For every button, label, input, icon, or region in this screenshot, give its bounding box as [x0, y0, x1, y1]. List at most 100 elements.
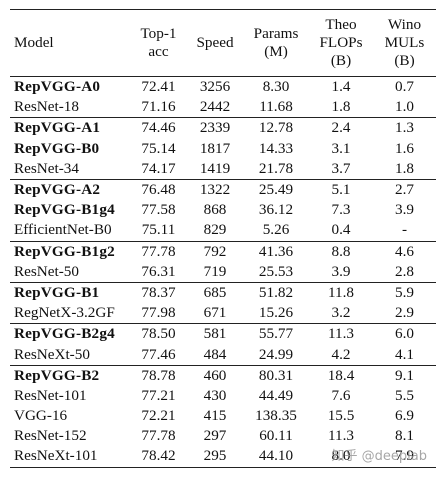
cell-speed: 581 — [187, 323, 243, 345]
cell-top1: 76.48 — [130, 178, 187, 201]
cell-params: 60.11 — [259, 427, 293, 445]
cell-params: 51.82 — [243, 281, 309, 304]
cell-params: 12.78 — [243, 117, 309, 139]
cell-flops: 11.8 — [309, 281, 373, 304]
header-mul-line2: MULs — [384, 34, 425, 51]
header-mul-line3: (B) — [394, 52, 415, 69]
cell-model: ResNet-34 — [14, 159, 79, 177]
header-top1: Top-1 acc — [130, 10, 187, 77]
cell-flops: 8.8 — [309, 240, 373, 262]
cell-params: 80.31 — [243, 364, 309, 386]
cell-flops: 11.3 — [309, 323, 373, 345]
header-top1-line2: acc — [148, 43, 169, 60]
table-row: RepVGG-B2 78.78 460 80.31 18.4 9.1 — [10, 364, 436, 386]
table-row: ResNet-50 76.31 719 25.53 3.9 2.8 — [10, 262, 436, 283]
cell-mul: 5.9 — [373, 281, 436, 304]
cell-mul: 2.9 — [395, 304, 414, 322]
table-row: RepVGG-A0 72.41 3256 8.30 1.4 0.7 — [10, 77, 436, 98]
cell-top1: 76.31 — [141, 262, 176, 280]
cell-flops: 18.4 — [309, 364, 373, 386]
cell-params: 41.36 — [243, 240, 309, 262]
cell-speed: 460 — [187, 364, 243, 386]
cell-speed: 295 — [187, 446, 243, 468]
cell-model: VGG-16 — [14, 407, 68, 425]
cell-model: RegNetX-3.2GF — [14, 304, 115, 322]
header-params: Params (M) — [243, 10, 309, 77]
cell-top1: 74.17 — [141, 159, 176, 177]
comparison-table-container: Model Top-1 acc Speed Params (M) Theo FL… — [10, 9, 436, 468]
cell-mul: 6.0 — [373, 323, 436, 345]
header-params-line1: Params — [253, 25, 299, 42]
cell-model: RepVGG-A2 — [10, 178, 130, 201]
cell-top1: 77.78 — [130, 240, 187, 262]
cell-flops: 5.1 — [309, 178, 373, 201]
cell-top1: 72.41 — [141, 78, 176, 96]
cell-top1: 78.42 — [130, 446, 187, 468]
table-header: Model Top-1 acc Speed Params (M) Theo FL… — [10, 9, 436, 77]
cell-mul: 2.8 — [395, 262, 414, 280]
header-flops-line2: FLOPs — [319, 34, 363, 51]
cell-params: 11.68 — [259, 98, 293, 116]
cell-params: 36.12 — [258, 201, 294, 219]
header-flops-line1: Theo — [325, 16, 357, 33]
cell-params: 5.26 — [262, 221, 290, 239]
cell-top1: 77.58 — [141, 201, 176, 219]
cell-top1: 78.78 — [130, 364, 187, 386]
table-row: ResNeXt-101 78.42 295 44.10 8.0 7.9 — [10, 446, 436, 468]
cell-top1: 72.21 — [141, 407, 176, 425]
cell-speed: 297 — [203, 427, 227, 445]
table-row: RepVGG-B2g4 78.50 581 55.77 11.3 6.0 — [10, 323, 436, 345]
table-row: RepVGG-B1g2 77.78 792 41.36 8.8 4.6 — [10, 240, 436, 262]
cell-mul: 8.1 — [395, 427, 414, 445]
cell-params: 14.33 — [258, 139, 294, 157]
cell-model: RepVGG-B2g4 — [10, 323, 130, 345]
cell-flops: 1.8 — [331, 98, 351, 116]
cell-model: ResNet-101 — [14, 386, 87, 404]
header-params-line2: (M) — [264, 43, 288, 60]
cell-top1: 78.37 — [130, 281, 187, 304]
cell-model: RepVGG-B1g2 — [10, 240, 130, 262]
cell-flops: 1.4 — [331, 78, 351, 96]
cell-mul: 1.6 — [395, 139, 414, 157]
cell-speed: 2339 — [187, 117, 243, 139]
cell-speed: 685 — [187, 281, 243, 304]
header-mul: Wino MULs (B) — [373, 10, 436, 77]
table-row: RepVGG-A1 74.46 2339 12.78 2.4 1.3 — [10, 117, 436, 139]
cell-top1: 78.50 — [130, 323, 187, 345]
header-model: Model — [14, 34, 54, 51]
cell-model: RepVGG-A0 — [14, 78, 101, 96]
table-row: ResNet-101 77.21 430 44.49 7.6 5.5 — [10, 386, 436, 406]
header-flops: Theo FLOPs (B) — [309, 10, 373, 77]
cell-params: 44.49 — [258, 386, 294, 404]
table-body: RepVGG-A0 72.41 3256 8.30 1.4 0.7 ResNet-18 71.… — [10, 77, 436, 468]
cell-model: ResNet-152 — [14, 427, 87, 445]
cell-top1: 77.21 — [141, 386, 176, 404]
table-row: VGG-16 72.21 415 138.35 15.5 6.9 — [10, 406, 436, 426]
cell-flops: 3.2 — [331, 304, 351, 322]
cell-model: RepVGG-A1 — [10, 117, 130, 139]
cell-flops: 11.3 — [327, 427, 354, 445]
cell-speed: 829 — [203, 221, 227, 239]
cell-model: ResNeXt-50 — [14, 345, 90, 363]
cell-params: 24.99 — [258, 345, 294, 363]
cell-params: 8.30 — [262, 78, 290, 96]
cell-speed: 671 — [203, 304, 227, 322]
cell-mul: 6.9 — [395, 407, 414, 425]
cell-mul: 1.0 — [395, 98, 414, 116]
cell-speed: 1419 — [199, 159, 231, 177]
cell-params: 21.78 — [258, 159, 294, 177]
table-row: ResNet-152 77.78 297 60.11 11.3 8.1 — [10, 426, 436, 446]
cell-params: 15.26 — [258, 304, 294, 322]
cell-model: RepVGG-B0 — [14, 139, 100, 157]
cell-flops: 15.5 — [327, 407, 355, 425]
table-row: RegNetX-3.2GF 77.98 671 15.26 3.2 2.9 — [10, 303, 436, 324]
cell-flops: 7.3 — [331, 201, 351, 219]
cell-speed: 2442 — [199, 98, 231, 116]
table-row: RepVGG-A2 76.48 1322 25.49 5.1 2.7 — [10, 178, 436, 201]
cell-speed: 430 — [203, 386, 227, 404]
table-row: ResNet-34 74.17 1419 21.78 3.7 1.8 — [10, 159, 436, 180]
cell-mul: 4.6 — [373, 240, 436, 262]
cell-mul: 1.8 — [395, 159, 414, 177]
cell-mul: 7.9 — [373, 446, 436, 468]
cell-model: RepVGG-B2 — [10, 364, 130, 386]
